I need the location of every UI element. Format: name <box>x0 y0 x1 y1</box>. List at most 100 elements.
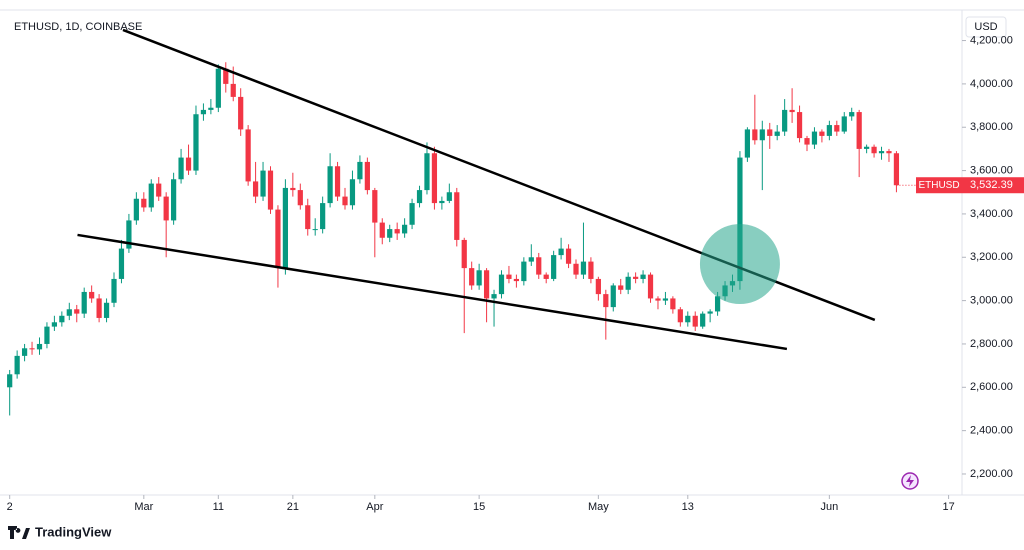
candle-body <box>36 343 43 350</box>
candle-body <box>342 196 348 206</box>
candle-body <box>811 131 818 145</box>
y-tick-label: 3,200.00 <box>970 251 1013 263</box>
candle-body <box>744 129 751 158</box>
candle-body <box>103 302 110 318</box>
candle-body <box>461 239 467 269</box>
candle-body <box>543 274 549 279</box>
last-price-tag <box>962 177 1024 194</box>
candle-body <box>886 151 892 154</box>
candle-body <box>670 298 676 310</box>
y-tick-label: 4,200.00 <box>970 34 1013 46</box>
breakout-highlight <box>699 223 780 304</box>
x-tick-label: May <box>588 501 609 513</box>
candle-body <box>513 278 520 282</box>
candle-body <box>126 220 132 249</box>
candle-body <box>647 274 654 299</box>
candle-body <box>521 261 527 282</box>
candle-body <box>662 298 669 301</box>
y-tick-label: 2,400.00 <box>970 425 1013 437</box>
candle-body <box>625 276 631 290</box>
candle-body <box>51 322 58 327</box>
candle-body <box>96 298 102 318</box>
candle-body <box>208 107 214 110</box>
candle-body <box>603 294 609 308</box>
candle-body <box>267 170 274 210</box>
candle-body <box>357 161 363 180</box>
candle-body <box>133 198 139 221</box>
candle-body <box>610 285 616 308</box>
candle-body <box>796 112 803 139</box>
last-price-label: 3,532.39 <box>970 179 1013 191</box>
x-tick-label: Apr <box>366 501 383 513</box>
candle-body <box>275 209 281 269</box>
candle-body <box>640 274 646 279</box>
symbol-tag-label: ETHUSD <box>918 180 959 191</box>
candle-body <box>804 138 810 145</box>
candle-body <box>752 129 758 141</box>
candle-body <box>290 187 296 191</box>
y-tick-label: 2,200.00 <box>970 468 1013 480</box>
candle-body <box>528 257 534 262</box>
candle-body <box>707 311 713 314</box>
y-tick-label: 4,000.00 <box>970 78 1013 90</box>
candle-body <box>826 125 832 136</box>
candle-body <box>59 315 65 323</box>
candle-body <box>409 203 415 225</box>
candle-body <box>252 181 259 197</box>
plot-area <box>7 28 962 416</box>
trend-line <box>77 233 788 351</box>
candle-body <box>454 192 460 240</box>
y-tick-label: 3,600.00 <box>970 164 1013 176</box>
candle-body <box>305 205 311 230</box>
candle-body <box>29 348 35 350</box>
candle-body <box>416 190 423 204</box>
x-tick-label: 2 <box>7 501 13 513</box>
brand-name: TradingView <box>35 524 112 539</box>
brand-logo: TradingView <box>8 524 112 539</box>
candle-body <box>74 309 80 314</box>
candle-body <box>156 183 162 197</box>
candle-body <box>349 179 356 206</box>
currency-label[interactable]: USD <box>974 21 997 33</box>
candle-body <box>193 114 199 171</box>
candle-body <box>439 200 445 204</box>
candle-body <box>871 146 877 154</box>
x-tick-label: Jun <box>820 501 838 513</box>
chart-title: ETHUSD, 1D, COINBASE <box>14 21 142 33</box>
x-tick-label: 11 <box>213 501 224 513</box>
x-tick-label: 13 <box>682 501 694 513</box>
candle-body <box>841 116 847 132</box>
candle-body <box>14 355 20 375</box>
candle-body <box>89 291 95 299</box>
candle-body <box>536 257 542 275</box>
candle-body <box>893 153 900 186</box>
x-tick-label: 17 <box>942 501 954 513</box>
candle-body <box>491 294 497 299</box>
candle-body <box>789 109 795 113</box>
candle-body <box>215 68 221 108</box>
candle-body <box>677 309 683 323</box>
y-tick-label: 2,600.00 <box>970 381 1013 393</box>
candle-body <box>483 270 490 299</box>
candle-body <box>141 198 147 208</box>
candle-body <box>200 109 207 115</box>
candle-body <box>700 313 706 327</box>
candle-body <box>834 125 840 132</box>
candle-body <box>655 298 661 301</box>
candle-body <box>297 190 303 206</box>
candle-body <box>387 229 393 238</box>
y-tick-label: 3,000.00 <box>970 295 1013 307</box>
candle-body <box>595 278 601 295</box>
currency-button[interactable] <box>965 16 1007 38</box>
candle-body <box>685 315 691 323</box>
candle-body <box>618 285 624 290</box>
candle-body <box>759 129 765 141</box>
candle-body <box>431 153 438 204</box>
candle-body <box>327 166 333 204</box>
candle-body <box>260 170 266 197</box>
candle-body <box>469 268 475 286</box>
candle-body <box>565 248 572 264</box>
candle-body <box>588 261 594 279</box>
